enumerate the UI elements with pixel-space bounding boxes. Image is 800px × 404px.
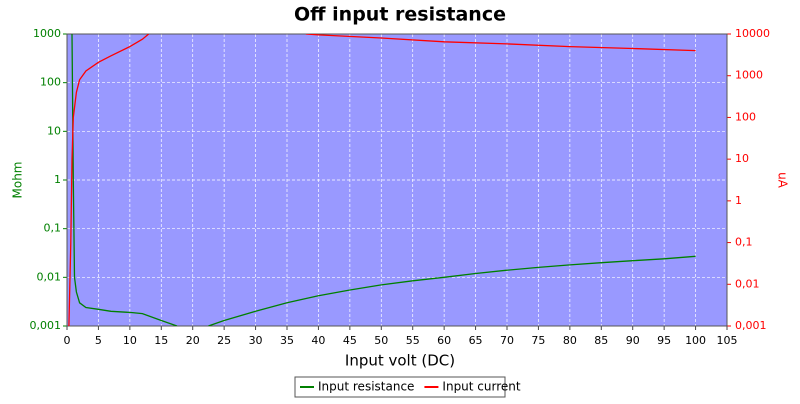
data-line bbox=[68, 34, 696, 326]
legend-box bbox=[294, 376, 506, 398]
y-tick-label: 0,001 bbox=[30, 319, 62, 332]
x-tick-label: 30 bbox=[249, 334, 263, 347]
y-tick-label: 100 bbox=[40, 76, 61, 89]
x-tick-label: 50 bbox=[374, 334, 388, 347]
legend-label: Input current bbox=[442, 380, 520, 394]
x-tick-label: 35 bbox=[280, 334, 294, 347]
plot-frame bbox=[66, 33, 728, 327]
x-tick-label: 70 bbox=[500, 334, 514, 347]
x-tick-label: 45 bbox=[343, 334, 357, 347]
x-tick-label: 0 bbox=[64, 334, 71, 347]
y2-tick-label: 1000 bbox=[735, 69, 763, 82]
y2-tick-label: 100 bbox=[735, 110, 756, 123]
y2-tick-label: 0,01 bbox=[735, 277, 760, 290]
chart-title: Off input resistance bbox=[294, 4, 506, 26]
x-tick-label: 10 bbox=[123, 334, 137, 347]
x-tick-label: 80 bbox=[563, 334, 577, 347]
x-tick-label: 85 bbox=[594, 334, 608, 347]
x-tick-label: 55 bbox=[406, 334, 420, 347]
x-tick-label: 100 bbox=[685, 334, 706, 347]
y-tick-label: 0,01 bbox=[37, 270, 62, 283]
data-line bbox=[71, 34, 696, 326]
x-tick-label: 5 bbox=[95, 334, 102, 347]
y2-tick-label: 10 bbox=[735, 152, 749, 165]
x-tick-label: 40 bbox=[311, 334, 325, 347]
x-tick-label: 105 bbox=[717, 334, 738, 347]
x-tick-label: 65 bbox=[469, 334, 483, 347]
x-tick-label: 90 bbox=[626, 334, 640, 347]
y2-axis-label: uA bbox=[776, 172, 790, 189]
y-axis-label: Mohm bbox=[11, 162, 25, 199]
x-tick-label: 20 bbox=[186, 334, 200, 347]
y2-tick-label: 0,1 bbox=[735, 236, 753, 249]
y2-tick-label: 10000 bbox=[735, 27, 770, 40]
x-tick-label: 95 bbox=[657, 334, 671, 347]
x-tick-label: 60 bbox=[437, 334, 451, 347]
x-tick-label: 15 bbox=[154, 334, 168, 347]
x-tick-label: 25 bbox=[217, 334, 231, 347]
legend-label: Input resistance bbox=[318, 380, 414, 394]
x-tick-label: 75 bbox=[531, 334, 545, 347]
y2-tick-label: 1 bbox=[735, 194, 742, 207]
y-tick-label: 1000 bbox=[33, 27, 61, 40]
y-tick-label: 0,1 bbox=[44, 222, 62, 235]
y-tick-label: 10 bbox=[47, 124, 61, 137]
plot-lines bbox=[68, 34, 696, 326]
x-axis-label: Input volt (DC) bbox=[345, 352, 455, 370]
y2-tick-label: 0,001 bbox=[735, 319, 767, 332]
y-tick-label: 1 bbox=[54, 173, 61, 186]
